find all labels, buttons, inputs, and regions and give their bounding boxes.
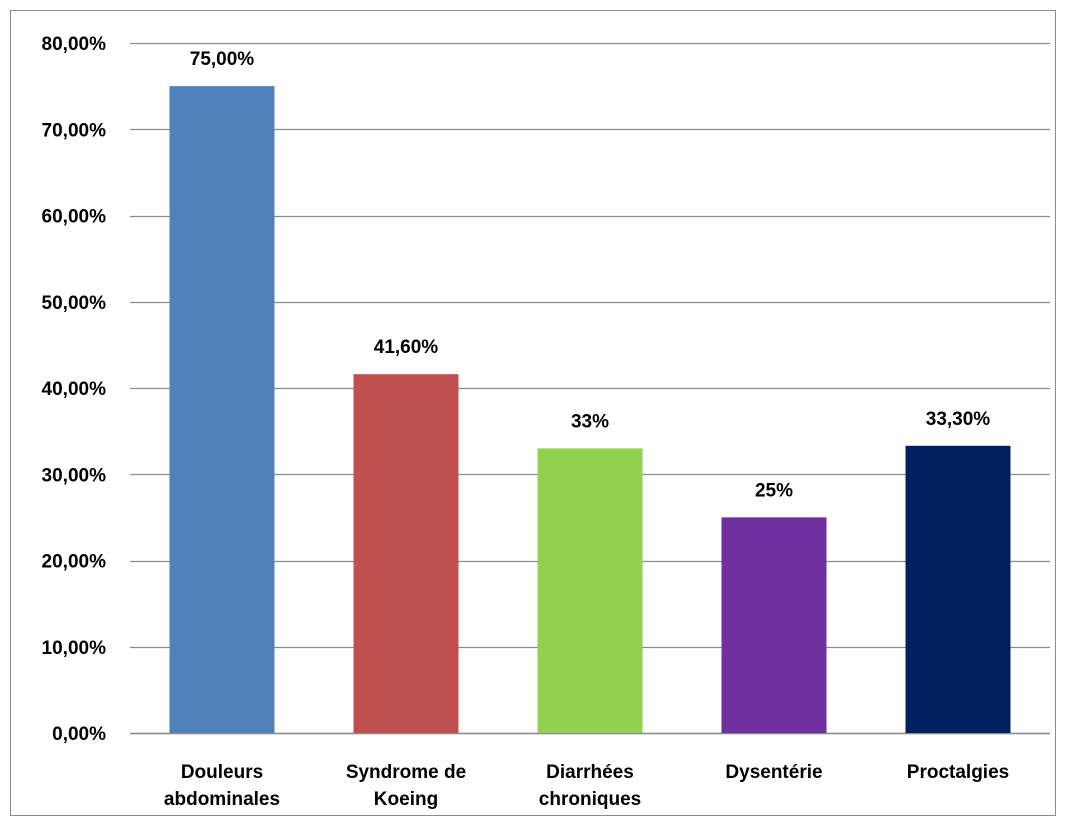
data-label: 41,60% — [374, 337, 439, 358]
x-tick-label-line: Syndrome de — [346, 762, 466, 783]
data-label: 33% — [571, 411, 609, 432]
x-tick-label: Douleurs abdominales — [164, 762, 280, 810]
gridlines — [130, 42, 1050, 735]
bars — [169, 86, 1011, 733]
x-axis-labels: Douleurs abdominales Syndrome de Koeing Diar… — [164, 762, 1009, 810]
y-tick-label: 50,00% — [42, 293, 107, 314]
x-tick-label: Proctalgies — [907, 762, 1009, 783]
y-tick-label: 70,00% — [42, 120, 107, 141]
y-tick-label: 10,00% — [42, 638, 107, 659]
bar — [537, 448, 643, 733]
y-tick-label: 20,00% — [42, 552, 107, 573]
y-tick-label: 60,00% — [42, 207, 107, 228]
data-label: 75,00% — [190, 49, 255, 70]
x-tick-label: Syndrome de Koeing — [346, 762, 466, 810]
y-tick-label: 40,00% — [42, 379, 107, 400]
y-tick-label: 0,00% — [52, 724, 106, 745]
x-tick-label-line: Dysentérie — [725, 762, 822, 783]
data-labels: 75,00% 41,60% 33% 25% 33,30% — [190, 49, 991, 501]
bar — [169, 86, 275, 733]
data-label: 33,30% — [926, 409, 991, 430]
bar — [721, 517, 827, 733]
x-tick-label-line: Koeing — [374, 789, 438, 810]
y-axis-ticks: 0,00% 10,00% 20,00% 30,00% 40,00% 50,00% 60,00… — [42, 34, 107, 745]
data-label: 25% — [755, 480, 793, 501]
y-tick-label: 30,00% — [42, 465, 107, 486]
bar — [905, 445, 1011, 733]
x-tick-label-line: chroniques — [539, 789, 641, 810]
y-tick-label: 80,00% — [42, 34, 107, 55]
x-tick-label-line: Diarrhées — [546, 762, 634, 783]
bar — [353, 374, 459, 733]
x-tick-label: Dysentérie — [725, 762, 822, 783]
x-tick-label-line: Douleurs — [181, 762, 263, 783]
x-tick-label-line: Proctalgies — [907, 762, 1009, 783]
x-tick-label: Diarrhées chroniques — [539, 762, 641, 810]
x-tick-label-line: abdominales — [164, 789, 280, 810]
